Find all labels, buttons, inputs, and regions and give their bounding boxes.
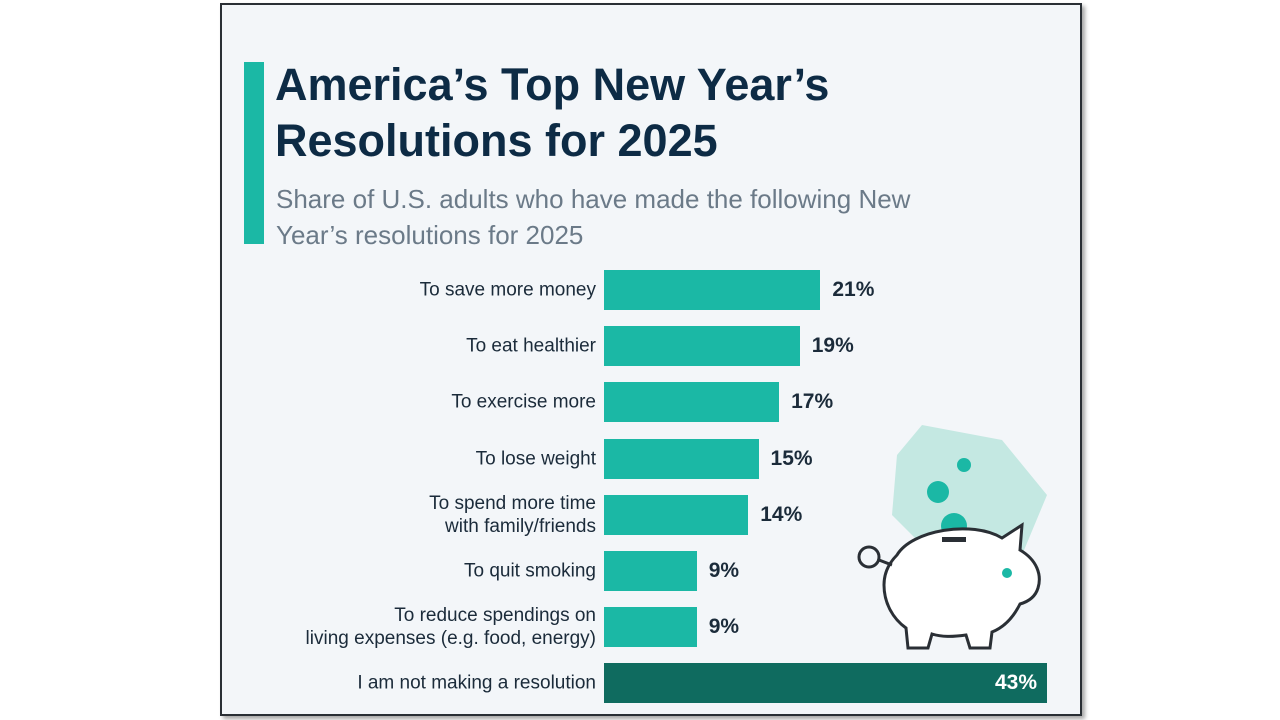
bar: [604, 382, 780, 423]
chart-title: America’s Top New Year’s Resolutions for…: [275, 59, 830, 166]
bar: [604, 438, 759, 479]
category-label: I am not making a resolution: [357, 672, 596, 694]
value-label: 14%: [760, 502, 803, 526]
category-label: To eat healthier: [466, 335, 596, 357]
bar: [604, 326, 800, 367]
value-label: 17%: [791, 390, 834, 414]
coin: [927, 481, 949, 503]
value-label: 15%: [770, 446, 813, 470]
piggy-bank-illustration: [857, 425, 1047, 650]
category-label: To reduce spendings on living expenses (…: [305, 605, 596, 650]
value-label: 19%: [811, 334, 854, 358]
category-label: To quit smoking: [463, 560, 596, 582]
bar: [604, 607, 697, 648]
pig-eye: [1002, 568, 1012, 578]
coin-slot: [942, 537, 966, 542]
value-label: 43%: [994, 671, 1037, 695]
category-label: To lose weight: [475, 448, 596, 470]
value-label: 9%: [708, 615, 740, 639]
pig-tail: [878, 558, 893, 567]
bar: [604, 270, 821, 310]
value-label: 21%: [832, 278, 875, 301]
category-label: To save more money: [419, 279, 596, 301]
pig-body: [882, 522, 1041, 650]
chart-card: America’s Top New Year’s Resolutions for…: [220, 3, 1082, 716]
value-label: 9%: [708, 559, 740, 582]
title-accent: [244, 62, 264, 244]
category-label: To exercise more: [451, 391, 596, 413]
category-label: To spend more time with family/friends: [429, 492, 596, 537]
pig-tail: [857, 545, 881, 569]
bar: [604, 663, 1047, 704]
bar: [604, 494, 749, 535]
bar: [604, 551, 697, 591]
coin: [957, 458, 971, 472]
chart-subtitle: Share of U.S. adults who have made the f…: [276, 184, 911, 250]
